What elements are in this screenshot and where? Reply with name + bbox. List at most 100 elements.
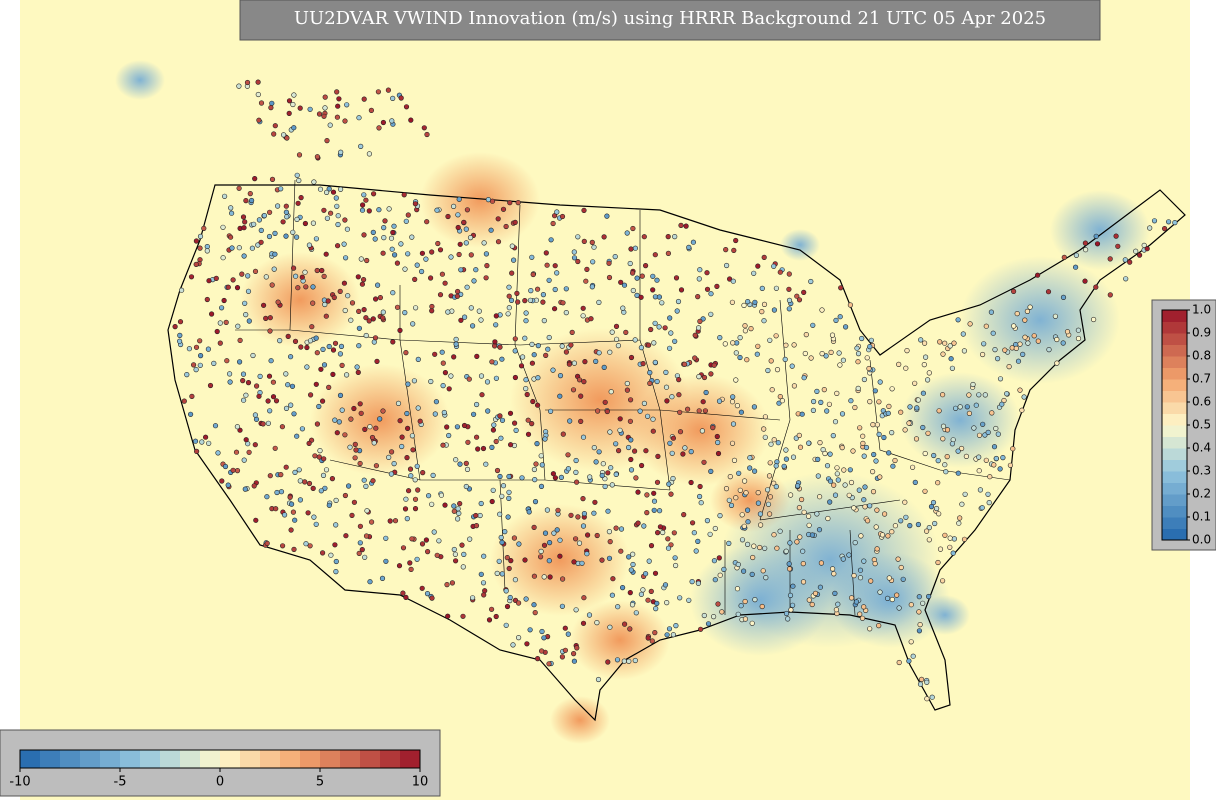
observation-point [255, 91, 261, 98]
observation-point [624, 380, 630, 387]
observation-point [963, 453, 970, 460]
observation-point [672, 338, 678, 344]
observation-point [615, 604, 621, 610]
observation-point [617, 427, 623, 433]
observation-point [886, 403, 892, 410]
observation-point [523, 377, 529, 383]
observation-point [831, 482, 837, 488]
observation-point [831, 571, 837, 577]
observation-point [237, 337, 243, 344]
observation-point [817, 440, 823, 446]
observation-point [444, 424, 450, 430]
observation-point [344, 226, 351, 232]
observation-point [229, 210, 235, 216]
observation-point [198, 353, 204, 359]
observation-point [754, 351, 760, 357]
observation-point [842, 482, 848, 488]
observation-point [375, 282, 381, 288]
colorbar-segment [140, 750, 161, 768]
observation-point [534, 402, 541, 408]
colorbar-segment [340, 750, 361, 768]
observation-point [861, 453, 867, 459]
observation-point [541, 635, 547, 641]
observation-point [618, 526, 625, 532]
observation-point [467, 235, 474, 241]
observation-point [647, 370, 653, 376]
colorbar-segment [1162, 505, 1187, 518]
observation-point [692, 332, 698, 338]
observation-point [273, 506, 279, 512]
observation-point [575, 514, 581, 520]
observation-point [348, 416, 354, 422]
colorbar-tick-label: 0.9 [1192, 326, 1211, 340]
observation-point [256, 393, 262, 399]
observation-point [507, 410, 514, 416]
observation-point [928, 504, 935, 510]
observation-point [727, 474, 733, 480]
observation-point [303, 284, 309, 290]
observation-point [605, 470, 611, 476]
observation-point [613, 441, 619, 447]
observation-point [289, 383, 296, 389]
observation-point [800, 579, 807, 585]
observation-point [260, 421, 266, 427]
observation-point [401, 192, 407, 198]
observation-point [269, 100, 275, 106]
observation-point [971, 425, 977, 431]
shading-blob [115, 60, 165, 100]
observation-point [475, 446, 481, 452]
observation-point [390, 229, 396, 236]
observation-point [800, 560, 806, 567]
observation-point [413, 305, 419, 311]
observation-point [786, 561, 792, 567]
observation-point [876, 622, 882, 629]
observation-point [240, 378, 246, 384]
observation-point [638, 462, 645, 469]
observation-point [409, 536, 415, 542]
observation-point [955, 470, 961, 476]
observation-point [267, 328, 273, 334]
observation-point [939, 392, 946, 398]
observation-point [1046, 347, 1052, 353]
observation-point [357, 401, 363, 407]
observation-point [857, 611, 863, 617]
observation-point [515, 600, 522, 606]
observation-point [493, 313, 499, 319]
observation-point [771, 307, 778, 313]
observation-point [309, 324, 315, 330]
observation-point [908, 602, 914, 608]
observation-point [741, 523, 747, 529]
observation-point [308, 392, 314, 398]
observation-point [942, 462, 948, 468]
observation-point [227, 379, 233, 385]
observation-point [874, 422, 881, 428]
observation-point [423, 256, 429, 262]
observation-point [249, 197, 255, 204]
observation-point [414, 262, 420, 268]
observation-point [512, 219, 518, 225]
observation-point [889, 596, 895, 603]
observation-point [429, 303, 435, 310]
observation-point [330, 347, 337, 353]
observation-point [867, 503, 873, 509]
observation-point [356, 343, 362, 349]
observation-point [506, 565, 512, 572]
observation-point [774, 367, 781, 373]
observation-point [799, 411, 805, 417]
observation-point [559, 654, 566, 660]
observation-point [193, 238, 199, 244]
observation-point [627, 626, 633, 632]
observation-point [584, 266, 590, 273]
observation-point [853, 599, 860, 605]
observation-point [783, 342, 789, 348]
observation-point [573, 479, 580, 485]
observation-point [429, 501, 435, 507]
observation-point [818, 399, 824, 406]
observation-point [857, 425, 863, 431]
observation-point [729, 440, 736, 446]
observation-point [267, 315, 273, 321]
observation-point [455, 288, 461, 295]
observation-point [494, 467, 501, 474]
observation-point [697, 483, 703, 490]
observation-point [987, 474, 993, 480]
